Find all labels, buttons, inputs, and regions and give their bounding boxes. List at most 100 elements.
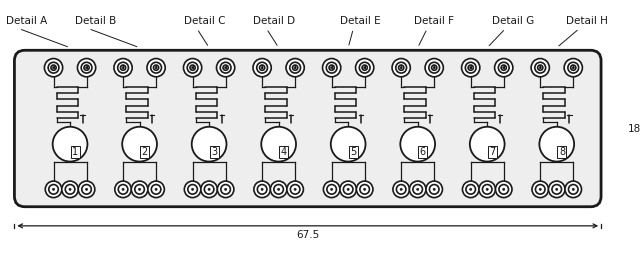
Circle shape (147, 59, 165, 77)
Circle shape (122, 188, 124, 190)
Circle shape (135, 185, 145, 194)
Circle shape (77, 59, 96, 77)
Circle shape (564, 59, 582, 77)
Circle shape (201, 181, 218, 198)
Circle shape (86, 67, 88, 69)
Text: 1: 1 (72, 147, 78, 157)
Circle shape (344, 185, 353, 194)
Text: 2: 2 (141, 147, 148, 157)
Circle shape (331, 188, 333, 190)
Circle shape (221, 185, 230, 194)
Circle shape (118, 62, 129, 73)
Circle shape (417, 188, 419, 190)
Circle shape (568, 62, 579, 73)
Circle shape (48, 62, 59, 73)
Circle shape (565, 181, 582, 198)
Circle shape (413, 185, 422, 194)
Circle shape (190, 65, 195, 70)
Text: 18: 18 (628, 124, 640, 133)
Circle shape (429, 62, 440, 73)
Circle shape (81, 62, 92, 73)
Circle shape (572, 67, 574, 69)
Circle shape (52, 67, 54, 69)
Circle shape (499, 62, 509, 73)
Circle shape (286, 59, 304, 77)
Circle shape (151, 185, 161, 194)
Circle shape (392, 59, 410, 77)
Circle shape (362, 65, 367, 70)
Circle shape (393, 181, 410, 198)
Circle shape (326, 62, 337, 73)
Circle shape (52, 188, 54, 190)
Text: 6: 6 (420, 147, 426, 157)
Circle shape (223, 65, 228, 70)
Circle shape (270, 181, 287, 198)
Circle shape (131, 181, 148, 198)
Circle shape (120, 65, 125, 70)
Circle shape (364, 67, 365, 69)
Circle shape (292, 65, 298, 70)
Circle shape (155, 67, 157, 69)
Text: Detail F: Detail F (414, 16, 454, 26)
Circle shape (433, 67, 435, 69)
Circle shape (535, 62, 546, 73)
Circle shape (208, 188, 210, 190)
Circle shape (138, 188, 141, 190)
Circle shape (220, 62, 231, 73)
Circle shape (331, 67, 333, 69)
Circle shape (82, 185, 92, 194)
Circle shape (410, 181, 426, 198)
Circle shape (531, 59, 549, 77)
Circle shape (84, 65, 89, 70)
Circle shape (539, 188, 541, 190)
Circle shape (356, 59, 374, 77)
Circle shape (396, 185, 406, 194)
Circle shape (294, 67, 296, 69)
Text: 8: 8 (559, 147, 565, 157)
Circle shape (274, 185, 284, 194)
Circle shape (539, 67, 541, 69)
Circle shape (364, 188, 365, 190)
Circle shape (225, 188, 227, 190)
Circle shape (287, 181, 303, 198)
Circle shape (470, 127, 504, 162)
Circle shape (184, 181, 201, 198)
Circle shape (78, 181, 95, 198)
Text: Detail D: Detail D (253, 16, 296, 26)
Circle shape (495, 181, 512, 198)
Text: Detail H: Detail H (566, 16, 608, 26)
Circle shape (261, 67, 263, 69)
Circle shape (114, 59, 132, 77)
Circle shape (400, 188, 402, 190)
Circle shape (486, 188, 488, 190)
Circle shape (191, 67, 194, 69)
Circle shape (540, 127, 574, 162)
Circle shape (216, 59, 235, 77)
Circle shape (470, 67, 472, 69)
Circle shape (86, 188, 88, 190)
Circle shape (290, 62, 301, 73)
Circle shape (150, 62, 161, 73)
Circle shape (556, 188, 558, 190)
Circle shape (429, 185, 439, 194)
Circle shape (340, 181, 356, 198)
Circle shape (69, 188, 71, 190)
Circle shape (191, 188, 194, 190)
Circle shape (323, 181, 340, 198)
Circle shape (327, 185, 337, 194)
Text: Detail C: Detail C (184, 16, 225, 26)
Circle shape (122, 127, 157, 162)
Circle shape (499, 185, 509, 194)
Circle shape (294, 188, 296, 190)
Circle shape (470, 188, 472, 190)
Circle shape (225, 67, 227, 69)
Circle shape (396, 62, 406, 73)
Circle shape (184, 59, 202, 77)
Text: Detail B: Detail B (76, 16, 116, 26)
Circle shape (399, 65, 404, 70)
Circle shape (148, 181, 164, 198)
Circle shape (536, 185, 545, 194)
Text: Detail G: Detail G (492, 16, 534, 26)
Circle shape (568, 185, 578, 194)
Circle shape (253, 59, 271, 77)
